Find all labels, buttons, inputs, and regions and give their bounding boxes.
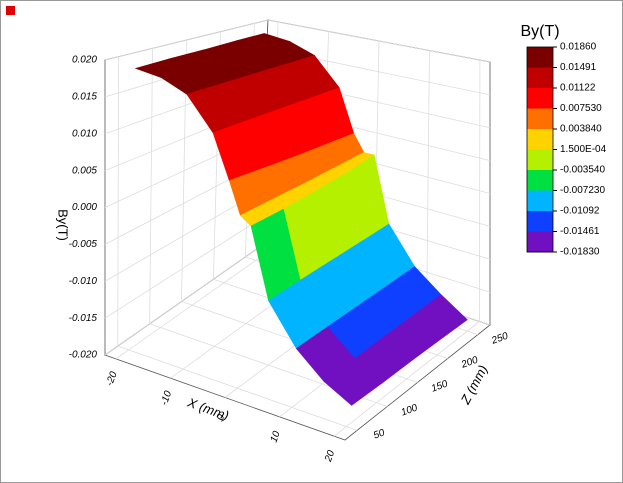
x-tick-label: 10 bbox=[269, 429, 283, 444]
colorbar-label: 0.003840 bbox=[560, 124, 602, 135]
y-tick-label: 0.000 bbox=[72, 202, 97, 213]
surface bbox=[134, 33, 468, 406]
colorbar-label: 0.01860 bbox=[560, 42, 597, 53]
colorbar-band bbox=[527, 170, 553, 191]
x-tick-label: 20 bbox=[323, 449, 338, 465]
colorbar-label: 0.007530 bbox=[560, 103, 602, 114]
colorbar-band bbox=[527, 129, 553, 150]
y-tick-label: -0.005 bbox=[69, 239, 98, 250]
x-tick-label: -10 bbox=[159, 389, 174, 407]
colorbar-band bbox=[527, 149, 553, 171]
x-tick-label: -20 bbox=[104, 370, 119, 388]
colorbar-band bbox=[527, 231, 553, 253]
grid-line bbox=[117, 345, 358, 431]
y-tick-label: 0.005 bbox=[72, 165, 97, 176]
colorbar-label: -0.01092 bbox=[560, 206, 600, 217]
colorbar-band bbox=[527, 47, 553, 68]
grid-line bbox=[117, 56, 119, 347]
page-icon bbox=[6, 6, 15, 15]
x-tick-label: 0 bbox=[215, 413, 227, 422]
y-tick-label: -0.015 bbox=[69, 313, 98, 324]
colorbar-band bbox=[527, 67, 553, 89]
colorbar-label: 0.01491 bbox=[560, 62, 597, 73]
surface-cell bbox=[323, 358, 383, 406]
y-tick-label: 0.015 bbox=[72, 92, 97, 103]
z-tick-label: 100 bbox=[400, 402, 420, 418]
y-tick-label: -0.010 bbox=[69, 276, 98, 287]
colorbar-band bbox=[527, 108, 553, 130]
colorbar-band bbox=[527, 211, 553, 232]
colorbar-label: -0.01830 bbox=[560, 247, 600, 258]
colorbar-label: 0.01122 bbox=[560, 83, 596, 94]
grid-line bbox=[149, 48, 153, 324]
colorbar-band bbox=[527, 88, 553, 109]
y-tick-label: 0.020 bbox=[72, 55, 97, 66]
colorbar: 0.01860 0.01491 0.01122 0.007530 0.003840 1.5… bbox=[526, 42, 607, 258]
y-tick-label: 0.010 bbox=[72, 128, 97, 139]
colorbar-label: 1.500E-04 bbox=[560, 144, 607, 155]
y-tick-label: -0.020 bbox=[69, 350, 98, 361]
z-tick-label: 50 bbox=[372, 427, 387, 441]
colorbar-label: -0.01461 bbox=[560, 226, 600, 237]
y-axis-label: By(T) bbox=[56, 209, 71, 241]
colorbar-label: -0.003540 bbox=[560, 165, 605, 176]
colorbar-band bbox=[527, 190, 553, 212]
grid-line bbox=[426, 50, 430, 305]
colorbar-title: By(T) bbox=[520, 23, 559, 40]
colorbar-label: -0.007230 bbox=[560, 185, 605, 196]
